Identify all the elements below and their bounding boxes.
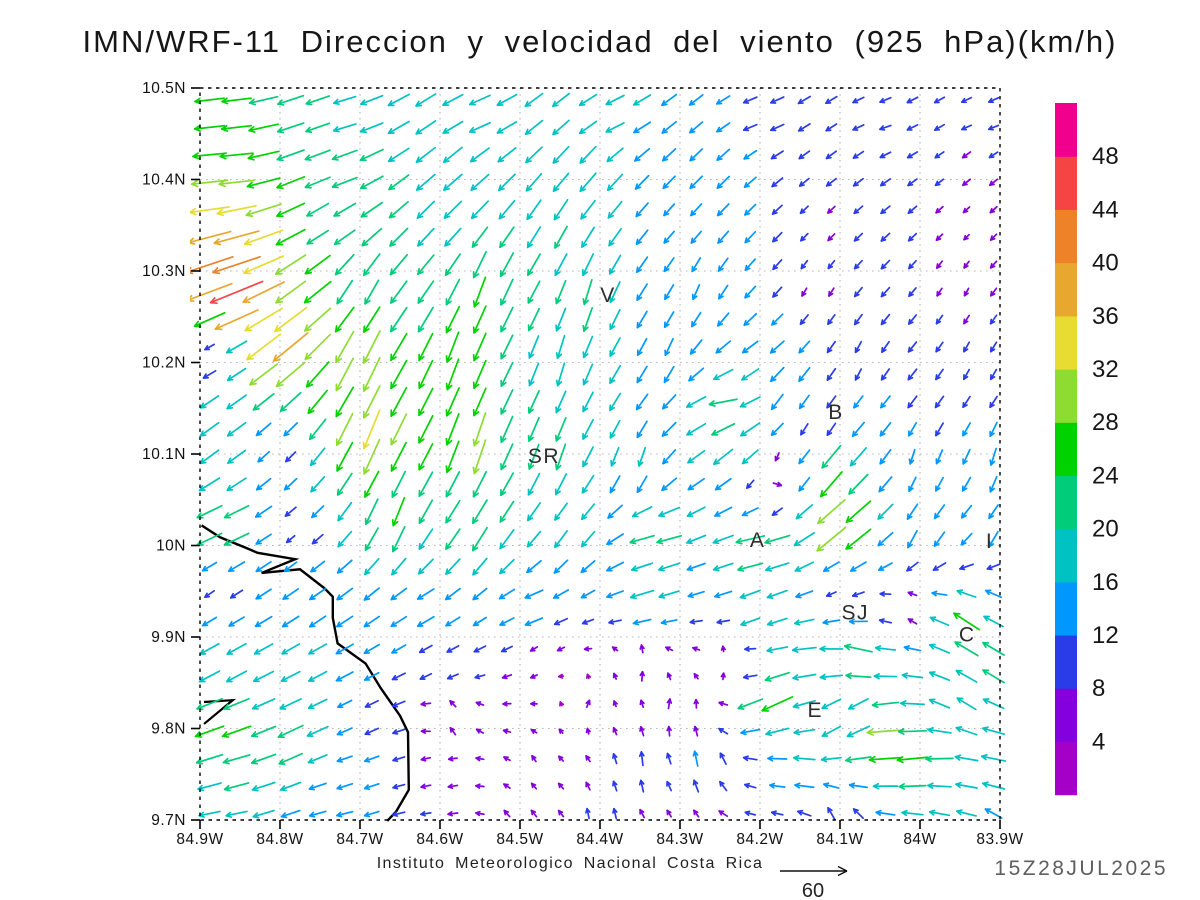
- y-axis-tick-label: 9.9N: [151, 629, 186, 646]
- colorbar-segment: [1055, 741, 1077, 796]
- station-label-e: E: [807, 699, 823, 722]
- gridlines: [200, 88, 1000, 820]
- y-axis-tick-label: 10.1N: [142, 446, 186, 463]
- station-label-i: I: [986, 530, 993, 553]
- station-label-a: A: [750, 529, 766, 552]
- station-label-c: C: [959, 623, 976, 646]
- colorbar-segment: [1055, 209, 1077, 264]
- colorbar-segment: [1055, 475, 1077, 530]
- colorbar-label: 16: [1092, 569, 1119, 596]
- station-label-v: V: [600, 284, 616, 307]
- y-axis-tick-label: 10.5N: [142, 80, 186, 97]
- y-axis-tick-label: 10.4N: [142, 172, 186, 189]
- y-axis-tick-label: 9.7N: [151, 812, 186, 829]
- colorbar-segment: [1055, 103, 1077, 157]
- reference-arrow: 60: [780, 865, 848, 900]
- wind-arrows: [190, 92, 1007, 821]
- colorbar-segment: [1055, 369, 1077, 423]
- colorbar-segment: [1055, 635, 1077, 689]
- y-axis-tick-label: 9.8N: [151, 721, 186, 738]
- station-label-sj: SJ: [841, 601, 869, 624]
- axis-labels: 84.9W 84.8W 84.7W 84.6W 84.5W 84.4W 84.3W 84.2W…: [142, 80, 1023, 848]
- x-axis-tick-label: 84W: [903, 831, 936, 848]
- colorbar-label: 4: [1092, 728, 1105, 755]
- colorbar-segment: [1055, 315, 1077, 370]
- colorbar-segment: [1055, 688, 1077, 742]
- colorbar-label: 48: [1092, 143, 1119, 170]
- x-axis-tick-label: 83.9W: [976, 831, 1023, 848]
- colorbar-segment: [1055, 581, 1077, 636]
- x-axis-tick-label: 84.1W: [816, 831, 863, 848]
- axis-ticks: [191, 87, 1001, 829]
- station-labels: V B SR A SJ C E I: [528, 284, 993, 722]
- y-axis-tick-label: 10N: [156, 538, 186, 555]
- institute-caption: Instituto Meteorologico Nacional Costa R…: [376, 855, 764, 872]
- chart-title: IMN/WRF-11 Direccion y velocidad del vie…: [82, 24, 1118, 59]
- x-axis-tick-label: 84.3W: [656, 831, 703, 848]
- colorbar-label: 24: [1092, 462, 1119, 489]
- y-axis-tick-label: 10.2N: [142, 355, 186, 372]
- colorbar-label: 32: [1092, 356, 1119, 383]
- x-axis-tick-label: 84.5W: [496, 831, 543, 848]
- colorbar-label: 28: [1092, 409, 1119, 436]
- station-label-b: B: [828, 401, 844, 424]
- reference-arrow-label: 60: [802, 880, 824, 900]
- colorbar-label: 44: [1092, 196, 1119, 223]
- x-axis-tick-label: 84.8W: [256, 831, 303, 848]
- colorbar-label: 36: [1092, 303, 1119, 330]
- y-axis-tick-label: 10.3N: [142, 263, 186, 280]
- colorbar-segment: [1055, 262, 1077, 317]
- colorbar-segment: [1055, 422, 1077, 476]
- station-label-sr: SR: [528, 445, 560, 468]
- colorbar-segment: [1055, 156, 1077, 210]
- x-axis-tick-label: 84.6W: [416, 831, 463, 848]
- x-axis-tick-label: 84.4W: [576, 831, 623, 848]
- x-axis-tick-label: 84.2W: [736, 831, 783, 848]
- run-timestamp: 15Z28JUL2025: [994, 857, 1168, 880]
- colorbar-label: 12: [1092, 622, 1119, 649]
- colorbar-label: 8: [1092, 675, 1105, 702]
- x-axis-tick-label: 84.9W: [176, 831, 223, 848]
- colorbar-label: 40: [1092, 250, 1119, 277]
- x-axis-tick-label: 84.7W: [336, 831, 383, 848]
- colorbar-label: 20: [1092, 516, 1119, 543]
- colorbar-segment: [1055, 528, 1077, 583]
